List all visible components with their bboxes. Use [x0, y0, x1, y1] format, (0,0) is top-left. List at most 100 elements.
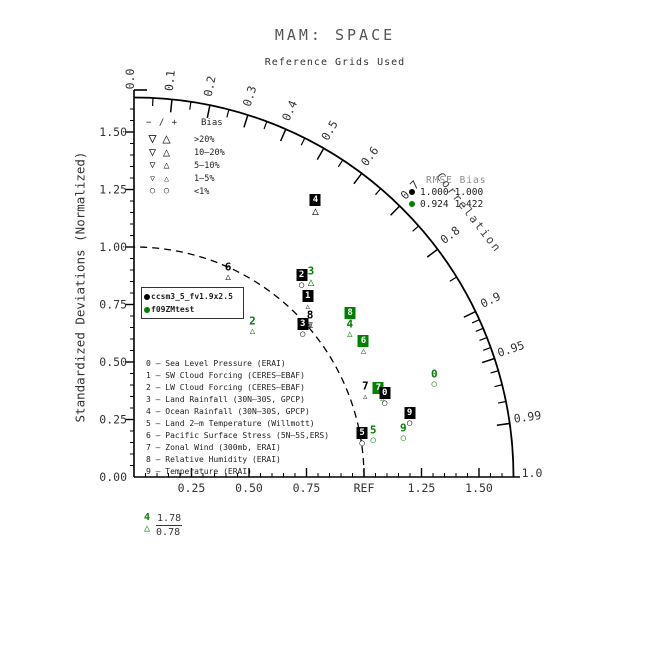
model-legend: ccsm3_5_fv1.9x2.5 f09ZMtest — [141, 287, 244, 319]
ref-std-arc — [133, 246, 365, 478]
corr-minor-tick — [490, 370, 499, 374]
corr-tick-label: 0.99 — [513, 408, 542, 426]
variable-list-item: 5 – Land 2–m Temperature (Willmott) — [146, 419, 315, 428]
bias-value: 1.422 — [454, 198, 484, 210]
corr-minor-tick — [494, 384, 503, 388]
offplot-var-number: 4 — [144, 512, 151, 523]
corr-tick — [426, 248, 439, 258]
bias-range-label: 5–10% — [194, 160, 220, 171]
point-ccsm3_5_fv1.9x2.5-var2: 2 — [296, 269, 308, 282]
variable-list-item: 6 – Pacific Surface Stress (5N–5S,ERS) — [146, 431, 330, 440]
stats-row: 0.924 1.422 — [409, 198, 486, 210]
model-legend-row: ccsm3_5_fv1.9x2.5 — [144, 290, 241, 303]
variable-list-item: 1 – SW Cloud Forcing (CERES–EBAF) — [146, 371, 305, 380]
point-ccsm3_5_fv1.9x2.5-var4: 4 — [309, 193, 321, 206]
x-tick-label: 0.75 — [293, 481, 321, 495]
corr-tick — [169, 99, 173, 113]
corr-minor-tick — [449, 276, 457, 282]
corr-minor-tick — [189, 101, 192, 110]
bias-marker-f09ZMtest-var4: △ — [347, 329, 353, 340]
point-ccsm3_5_fv1.9x2.5-var7: 7 — [361, 379, 369, 393]
corr-tick — [353, 172, 363, 185]
bias-marker-ccsm3_5_fv1.9x2.5-var5: ○ — [359, 438, 365, 449]
bias-marker-ccsm3_5_fv1.9x2.5-var8: ▽ — [307, 320, 313, 331]
y-tick-label: 1.25 — [99, 183, 127, 197]
bias-marker-f09ZMtest-var3: △ — [307, 275, 315, 289]
corr-minor-tick — [483, 346, 491, 351]
bias-marker-ccsm3_5_fv1.9x2.5-var3: ○ — [300, 329, 306, 340]
bias-legend-row: ▽ △ >20% — [146, 132, 225, 146]
corr-minor-tick — [479, 336, 488, 342]
bias-marker-ccsm3_5_fv1.9x2.5-var1: △ — [305, 302, 310, 311]
corr-tick-label: 1.0 — [522, 466, 543, 480]
rmse-value: 1.000 — [420, 186, 449, 198]
corr-minor-tick — [475, 327, 484, 332]
bias-range-label: 10–20% — [194, 147, 225, 158]
point-ccsm3_5_fv1.9x2.5-var9: 9 — [404, 406, 416, 419]
bias-pos-icon: △ — [162, 145, 171, 159]
variable-list-item: 3 – Land Rainfall (30N–30S, GPCP) — [146, 395, 305, 404]
variable-list-item: 7 – Zonal Wind (300mb, ERAI) — [146, 443, 281, 452]
offplot-annotation: 4 △ 1.78 0.78 — [144, 512, 183, 538]
model-legend-row: f09ZMtest — [144, 303, 241, 316]
bias-range-label: 1–5% — [194, 173, 215, 184]
bias-marker-f09ZMtest-var2: △ — [249, 326, 256, 337]
bias-marker-f09ZMtest-var5: ○ — [370, 435, 376, 446]
model-name: f09ZMtest — [151, 305, 195, 314]
model-dot-icon — [144, 293, 150, 300]
y-tick-label: 0.50 — [99, 355, 127, 369]
corr-minor-tick — [497, 400, 507, 404]
corr-tick — [496, 422, 510, 427]
rmse-value: 0.924 — [420, 198, 449, 210]
bias-neg-icon: ○ — [149, 186, 156, 196]
y-tick-label: 1.50 — [99, 125, 127, 139]
rmse-bias-stats: RMSE Bias 1.000 1.000 0.924 1.422 — [409, 175, 486, 210]
bias-legend-row: ▽ △ 5–10% — [146, 159, 225, 172]
y-tick-label: 0.75 — [99, 298, 127, 312]
point-ccsm3_5_fv1.9x2.5-var6: 6 — [224, 260, 232, 274]
bias-value: 1.000 — [454, 186, 484, 198]
point-f09ZMtest-var3: 3 — [307, 264, 315, 278]
variable-list-item: 9 – Temperature (ERAI) — [146, 467, 252, 476]
corr-tick-label: 0.1 — [162, 69, 178, 91]
point-f09ZMtest-var7: 7 — [372, 382, 384, 395]
x-tick-label: 1.50 — [465, 481, 493, 495]
corr-tick — [243, 114, 249, 128]
bias-range-label: >20% — [194, 134, 215, 145]
bias-pos-icon: △ — [163, 160, 170, 171]
bias-marker-ccsm3_5_fv1.9x2.5-var6: △ — [225, 272, 231, 283]
bias-legend-row: ▽ △ 1–5% — [146, 172, 225, 185]
bias-marker-f09ZMtest-var0: ○ — [431, 379, 437, 390]
variable-list-item: 0 – Sea Level Pressure (ERAI) — [146, 359, 286, 368]
bias-neg-icon: ▽ — [149, 160, 156, 171]
corr-minor-tick — [263, 121, 268, 130]
bias-sign-symbols: − / + — [146, 117, 179, 128]
x-tick-label: 0.25 — [178, 481, 206, 495]
model-dot-icon — [144, 306, 150, 313]
stats-header: RMSE Bias — [426, 175, 487, 186]
point-ccsm3_5_fv1.9x2.5-var0: 0 — [379, 386, 391, 399]
correlation-arc — [133, 96, 515, 478]
point-f09ZMtest-var5: 5 — [369, 423, 377, 437]
x-tick-label: 0.50 — [235, 481, 263, 495]
variable-list: 0 – Sea Level Pressure (ERAI) 1 – SW Clou… — [146, 358, 329, 478]
y-tick-label: 0.00 — [99, 470, 127, 484]
bias-legend-row: ▽ △ 10–20% — [146, 146, 225, 159]
corr-minor-tick — [337, 159, 344, 168]
point-ccsm3_5_fv1.9x2.5-var8: 8 — [306, 308, 314, 322]
bias-neg-icon: ▽ — [150, 174, 155, 183]
point-f09ZMtest-var2: 2 — [249, 314, 256, 328]
corr-tick-label: 0.0 — [123, 69, 137, 90]
corr-tick-label: 0.3 — [240, 84, 260, 108]
bias-neg-icon: ▽ — [148, 145, 157, 159]
offplot-std-ratio: 1.78 — [156, 513, 183, 526]
bias-marker-ccsm3_5_fv1.9x2.5-var8: △ — [307, 320, 313, 331]
point-f09ZMtest-var8: 8 — [344, 306, 356, 319]
bias-pos-icon: △ — [164, 174, 169, 183]
bias-legend-row: ○ ○ <1% — [146, 185, 225, 198]
bias-legend-header: − / + Bias — [146, 116, 225, 129]
corr-minor-tick — [412, 225, 420, 232]
corr-tick-label: 0.2 — [201, 75, 219, 98]
variable-list-item: 4 – Ocean Rainfall (30N–30S, GPCP) — [146, 407, 310, 416]
